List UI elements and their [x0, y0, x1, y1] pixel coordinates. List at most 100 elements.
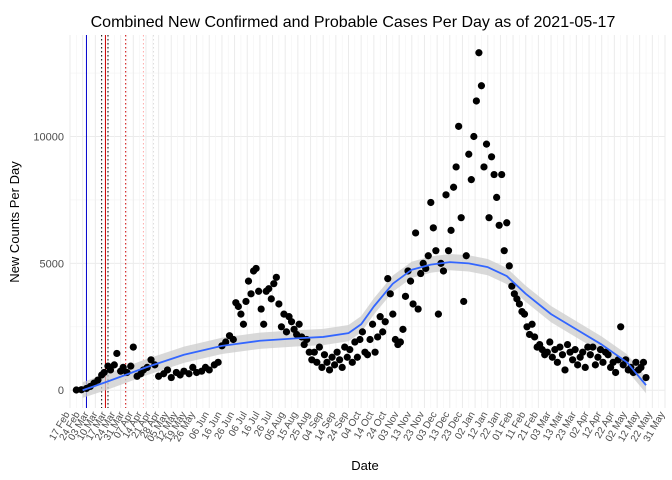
- data-point: [581, 363, 589, 372]
- data-point: [305, 348, 313, 356]
- y-axis-label: New Counts Per Day: [7, 161, 22, 283]
- data-point: [561, 366, 569, 374]
- data-point: [584, 343, 592, 351]
- data-point: [498, 170, 506, 179]
- data-point: [247, 290, 255, 298]
- data-point: [508, 282, 516, 290]
- data-point: [325, 366, 334, 374]
- data-point: [265, 285, 273, 293]
- data-point: [366, 335, 374, 344]
- data-point: [558, 351, 567, 359]
- data-point: [252, 264, 260, 273]
- data-point: [318, 363, 326, 372]
- smooth-line: [82, 261, 647, 392]
- data-point: [396, 338, 405, 346]
- data-point: [275, 300, 283, 308]
- data-point: [222, 338, 230, 346]
- data-point: [639, 358, 648, 366]
- data-point: [412, 229, 420, 237]
- data-point: [548, 353, 556, 361]
- data-point: [363, 351, 372, 359]
- data-point: [475, 49, 483, 57]
- data-point: [214, 358, 222, 366]
- data-point: [287, 318, 296, 326]
- data-point: [353, 353, 361, 361]
- data-point: [563, 340, 572, 349]
- data-point: [244, 277, 253, 285]
- data-point: [409, 300, 417, 308]
- data-point: [586, 351, 594, 359]
- data-point: [267, 295, 275, 303]
- data-point: [553, 358, 561, 366]
- chart-title: Combined New Confirmed and Probable Case…: [91, 14, 616, 31]
- data-point: [579, 348, 587, 356]
- data-point: [642, 373, 650, 382]
- data-point: [470, 132, 478, 141]
- data-point: [255, 287, 263, 295]
- y-tick-label: 0: [58, 385, 64, 397]
- data-point: [467, 176, 475, 184]
- data-point: [100, 368, 108, 377]
- x-axis-label: Date: [351, 458, 378, 473]
- data-point: [295, 320, 303, 328]
- data-point: [343, 353, 351, 361]
- smooth-confidence-band: [82, 253, 647, 398]
- data-point: [185, 370, 193, 378]
- data-point: [449, 183, 458, 191]
- data-point: [106, 366, 115, 374]
- data-point: [313, 358, 321, 366]
- data-point: [310, 348, 318, 356]
- data-point: [376, 313, 384, 321]
- data-point: [632, 358, 640, 366]
- data-point: [472, 97, 480, 105]
- data-point: [543, 348, 551, 356]
- data-point: [414, 305, 422, 313]
- data-point: [129, 343, 137, 351]
- data-point: [110, 361, 118, 369]
- data-point: [429, 224, 437, 232]
- data-point: [272, 273, 280, 281]
- data-point: [480, 163, 488, 171]
- y-tick-label: 10000: [33, 131, 64, 143]
- data-point: [368, 320, 377, 328]
- y-axis-ticks: 0 5000 10000: [33, 131, 64, 397]
- data-point: [485, 214, 493, 222]
- data-point: [328, 353, 336, 361]
- data-point: [127, 362, 135, 370]
- data-point: [119, 363, 127, 372]
- data-point: [447, 226, 455, 234]
- data-point: [277, 323, 286, 331]
- data-point: [594, 353, 602, 361]
- data-point: [500, 247, 508, 255]
- y-tick-label: 5000: [40, 258, 64, 270]
- data-point: [358, 328, 367, 336]
- data-point: [417, 269, 425, 278]
- data-point: [167, 373, 175, 382]
- data-point: [356, 335, 364, 344]
- data-point: [442, 191, 450, 199]
- data-point: [374, 333, 382, 341]
- data-point: [330, 361, 339, 369]
- data-point: [338, 363, 346, 372]
- data-point: [465, 150, 473, 158]
- data-point: [384, 274, 392, 283]
- data-point: [546, 338, 554, 346]
- data-point: [432, 247, 440, 255]
- data-point: [604, 351, 612, 359]
- data-point: [455, 122, 463, 130]
- data-point: [205, 366, 213, 374]
- confidence-band: [82, 253, 647, 398]
- data-point: [591, 361, 599, 369]
- data-point: [556, 343, 564, 351]
- data-point: [487, 153, 496, 161]
- data-point: [386, 290, 394, 298]
- data-point: [457, 214, 465, 222]
- data-point: [346, 346, 354, 354]
- data-point: [490, 170, 498, 179]
- data-point: [434, 310, 442, 318]
- data-point: [477, 82, 486, 90]
- data-point: [336, 356, 344, 364]
- data-point: [528, 320, 536, 328]
- data-point: [399, 325, 407, 333]
